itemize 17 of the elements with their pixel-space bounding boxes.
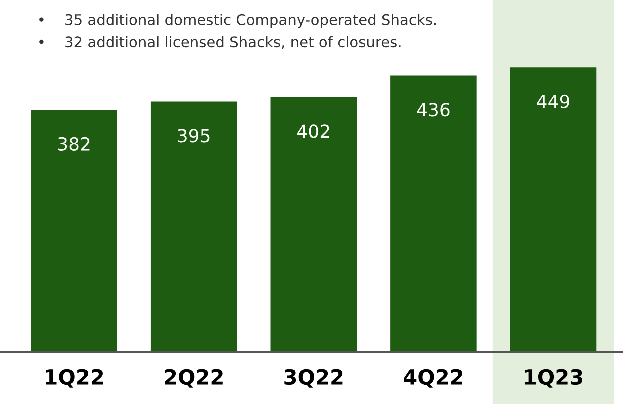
data-label: 382: [58, 137, 90, 151]
x-tick-label: 4Q22: [404, 369, 462, 388]
text: • 35 additional domestic Company-operated Shacks.: [40, 14, 436, 28]
data-label: 449: [537, 94, 570, 109]
x-tick-label: 1Q23: [525, 369, 582, 388]
data-label: 436: [417, 103, 450, 117]
x-tick-label: 2Q22: [165, 369, 223, 388]
bar: [31, 110, 118, 352]
x-tick-label: 1Q22: [46, 369, 104, 388]
data-label: 402: [298, 124, 330, 138]
x-tick-label: 3Q22: [284, 369, 343, 388]
bar: [510, 68, 597, 352]
text: • 32 additional licensed Shacks, net of closures.: [40, 36, 401, 50]
data-label: 395: [178, 129, 210, 143]
bar: [270, 97, 358, 352]
bar: [390, 76, 477, 352]
bar: [150, 102, 238, 352]
